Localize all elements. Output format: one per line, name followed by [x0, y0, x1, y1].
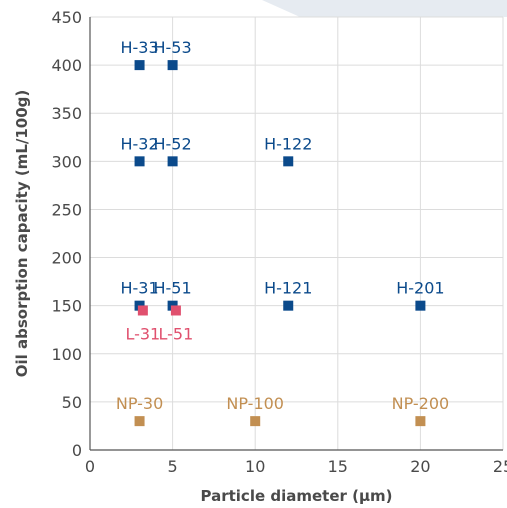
point-label-np-200: NP-200 — [392, 394, 450, 413]
y-tick-label: 0 — [72, 441, 82, 460]
y-tick-label: 250 — [51, 200, 82, 219]
axes — [89, 17, 503, 451]
data-point-h-122 — [283, 156, 294, 167]
data-point-h-52 — [167, 156, 178, 167]
point-label-np-100: NP-100 — [226, 394, 284, 413]
point-label-h-53: H-53 — [154, 38, 192, 57]
point-label-h-201: H-201 — [396, 279, 444, 298]
data-point-l-31 — [137, 305, 148, 316]
x-tick-label: 20 — [410, 457, 430, 476]
data-point-np-100 — [250, 416, 261, 427]
point-label-h-52: H-52 — [154, 134, 192, 153]
x-tick-label: 15 — [328, 457, 348, 476]
point-label-h-122: H-122 — [264, 134, 312, 153]
data-point-h-32 — [134, 156, 145, 167]
point-label-h-121: H-121 — [264, 279, 312, 298]
point-label-h-51: H-51 — [154, 279, 192, 298]
x-tick-label: 10 — [245, 457, 265, 476]
grid-lines — [90, 0, 507, 450]
y-tick-label: 450 — [51, 8, 82, 27]
point-label-h-32: H-32 — [120, 134, 158, 153]
x-tick-label: 25 — [493, 457, 507, 476]
y-tick-label: 350 — [51, 104, 82, 123]
point-label-np-30: NP-30 — [116, 394, 163, 413]
data-point-np-30 — [134, 416, 145, 427]
data-point-h-33 — [134, 60, 145, 71]
tick-labels: 0510152025050100150200250300350400450 — [51, 8, 507, 476]
data-point-l-51 — [170, 305, 181, 316]
y-tick-label: 300 — [51, 152, 82, 171]
data-point-h-53 — [167, 60, 178, 71]
data-point-np-200 — [415, 416, 426, 427]
corner-band — [262, 0, 507, 17]
y-axis-title: Oil absorption capacity (mL/100g) — [13, 90, 31, 378]
point-label-l-31: L-31 — [125, 324, 160, 343]
point-label-h-33: H-33 — [120, 38, 158, 57]
y-tick-label: 100 — [51, 345, 82, 364]
x-tick-label: 0 — [85, 457, 95, 476]
y-tick-label: 50 — [62, 393, 82, 412]
data-points — [134, 60, 426, 427]
point-label-l-51: L-51 — [159, 324, 194, 343]
y-tick-label: 200 — [51, 249, 82, 268]
point-label-h-31: H-31 — [120, 279, 158, 298]
data-point-h-201 — [415, 300, 426, 311]
y-tick-label: 400 — [51, 56, 82, 75]
x-axis-title: Particle diameter (µm) — [201, 487, 393, 505]
point-labels: H-33H-53 H-32H-52 H-122 H-31H-51 H-121 H-201 L… — [116, 38, 449, 413]
y-tick-label: 150 — [51, 297, 82, 316]
x-tick-label: 5 — [168, 457, 178, 476]
data-point-h-121 — [283, 300, 294, 311]
